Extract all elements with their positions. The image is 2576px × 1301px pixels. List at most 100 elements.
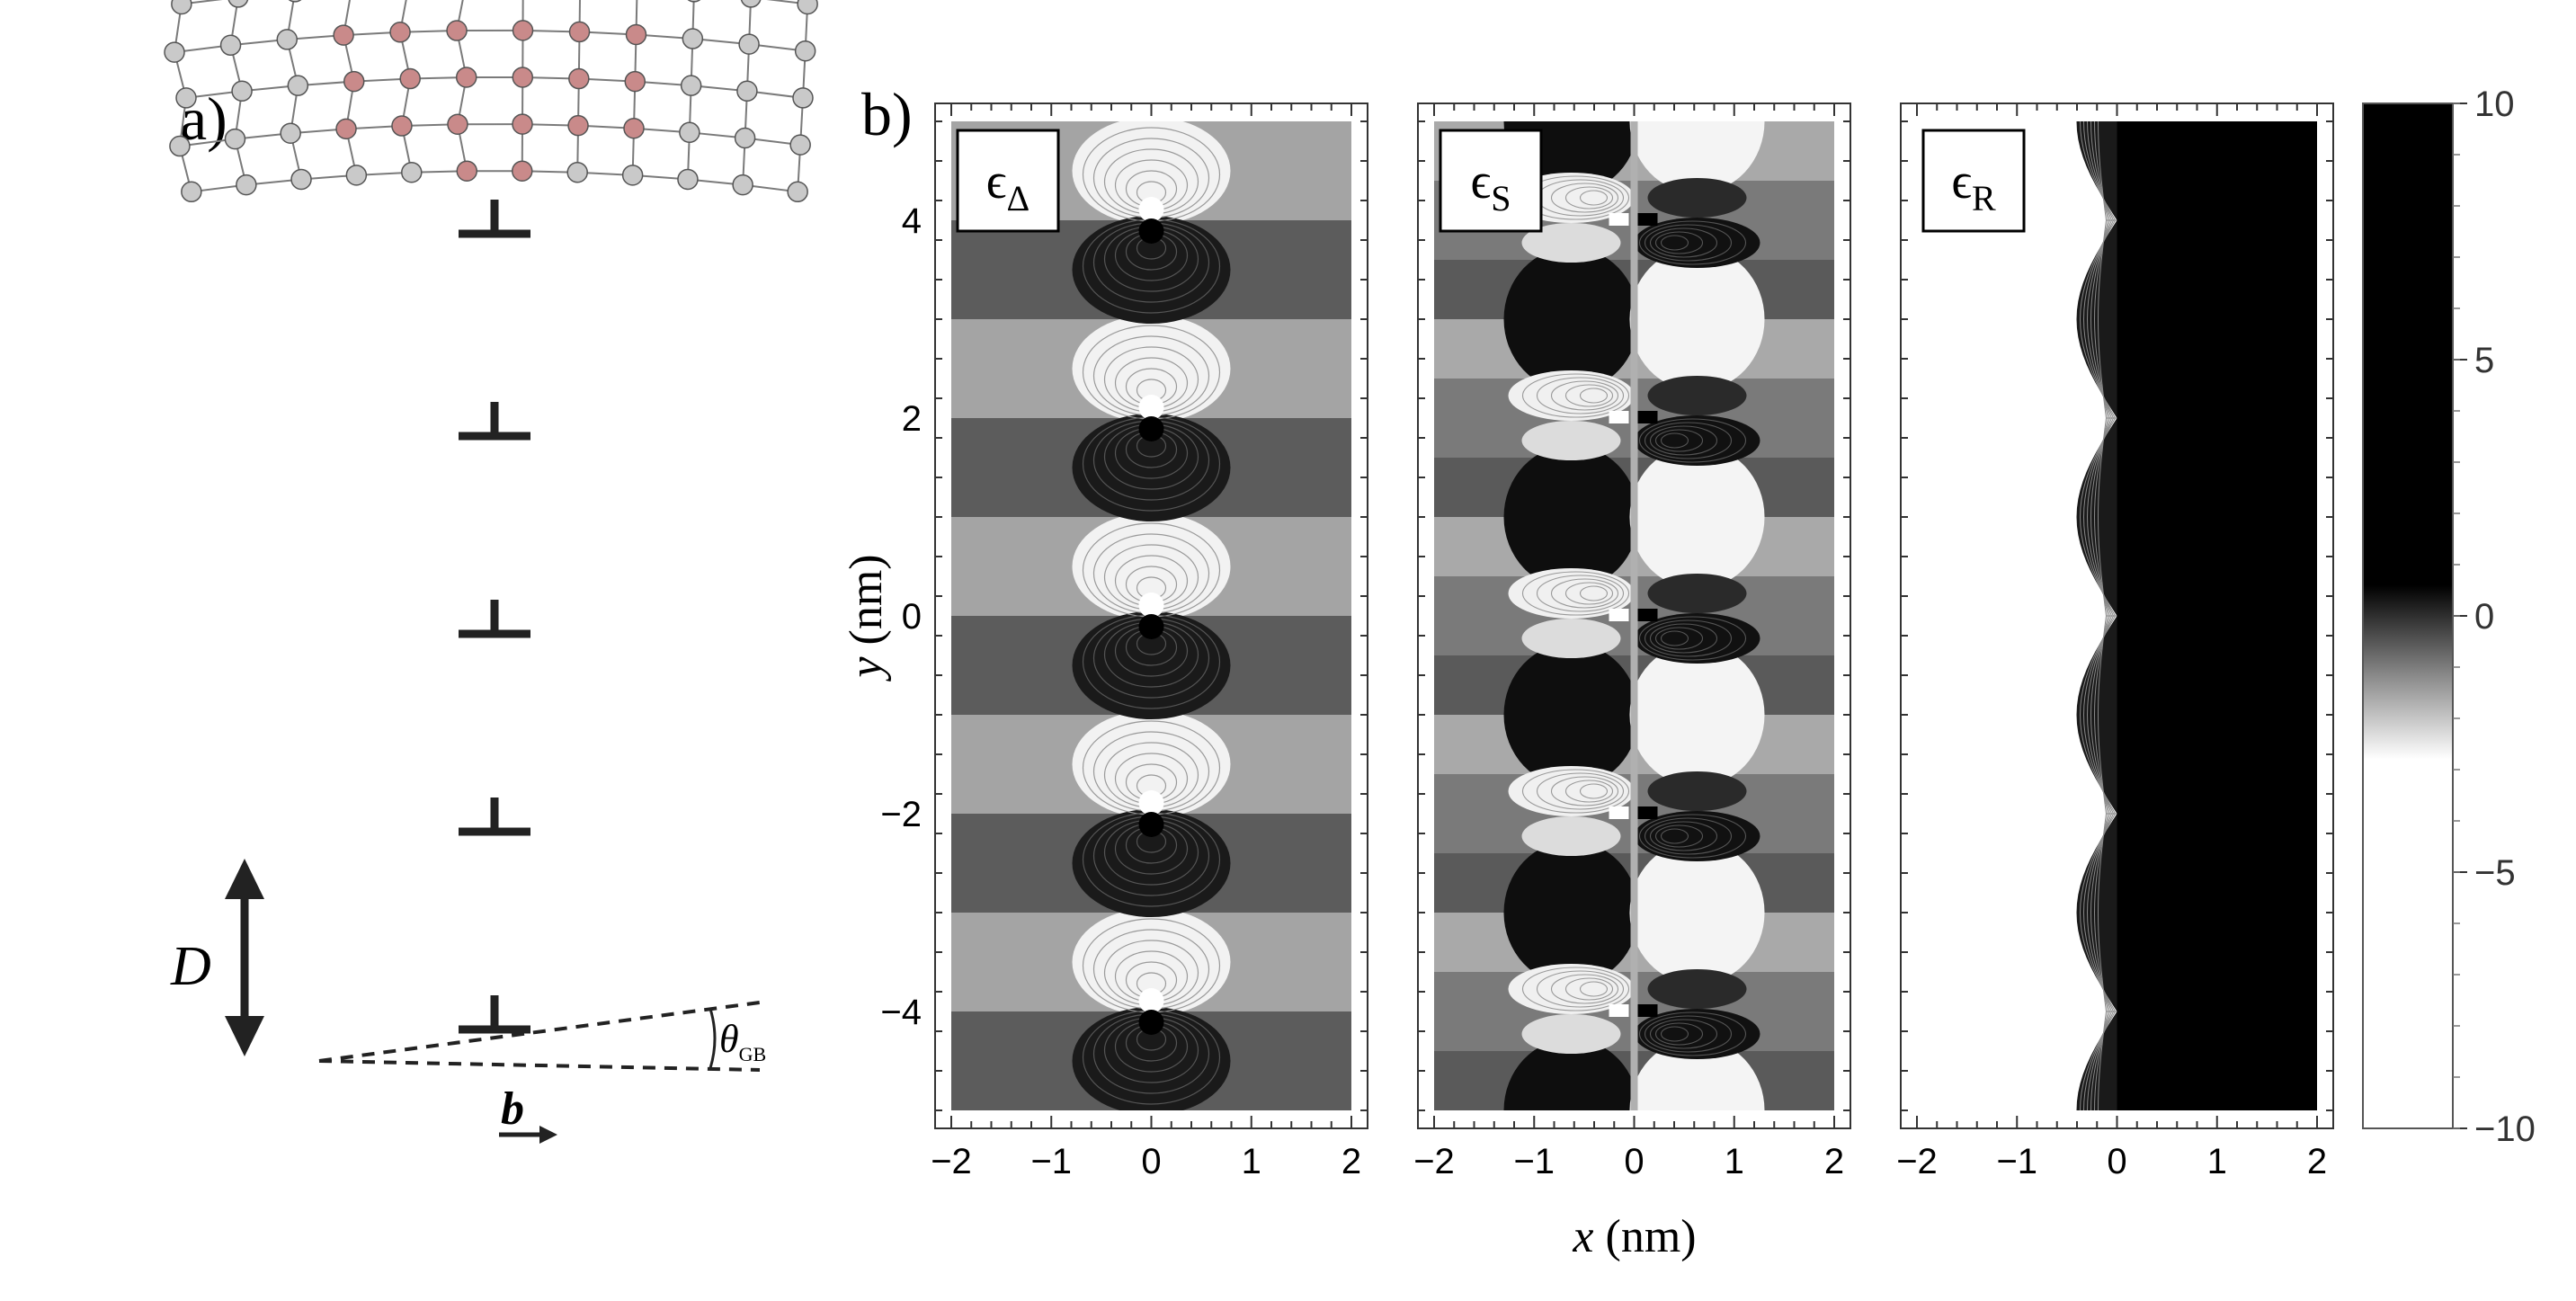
bulk-atom (231, 80, 253, 102)
bulk-atom (224, 128, 246, 150)
colorbar: −10 −5 0 5 10 (2362, 85, 2536, 1149)
y-tick-label: −2 (880, 795, 922, 834)
x-tick-label: 2 (1824, 1142, 1844, 1181)
lobe-dark (1503, 247, 1639, 391)
spacing-arrow (225, 859, 264, 1056)
y-tick-label: 2 (902, 399, 922, 439)
boundary-atom (333, 24, 354, 46)
field-epsilon-delta (951, 121, 1351, 1110)
lobe-light (1629, 841, 1765, 985)
bulk-atom (171, 0, 192, 15)
x-tick-label: 1 (1725, 1142, 1744, 1181)
dislocation-symbol (459, 402, 530, 441)
bulk-atom (621, 165, 644, 186)
plot-epsilon-s: −2 −1 0 1 2 ϵS (1413, 102, 1851, 1181)
colorbar-tick-label: 10 (2474, 85, 2515, 124)
field-epsilon-r (1917, 121, 2317, 1110)
lobe-light (1629, 121, 1765, 193)
boundary-atom (623, 117, 645, 139)
bulk-atom (736, 80, 758, 102)
bulk-atom (677, 168, 699, 191)
bulk-atom (175, 87, 197, 109)
boundary-atom (567, 114, 589, 137)
bulk-atom (682, 28, 704, 49)
x-tick-label: −1 (1030, 1142, 1072, 1181)
boundary-atom (568, 67, 590, 90)
field-label-0: ϵΔ (986, 154, 1030, 218)
dislocation-symbols (459, 200, 530, 1034)
x-tick-label: −1 (1996, 1142, 2037, 1181)
boundary-angle-lines (318, 1001, 761, 1072)
lattice-bonds (174, 0, 809, 193)
boundary-atom (512, 113, 533, 135)
bulk-atom (276, 29, 299, 50)
lobe-light (1629, 643, 1765, 787)
bulk-atom (680, 75, 702, 96)
bulk-atom (566, 161, 588, 183)
x-tick-label: −1 (1513, 1142, 1555, 1181)
lobe-dark (1503, 643, 1639, 787)
bulk-atom (740, 0, 762, 8)
bulk-atom (787, 181, 808, 203)
bulk-atom (227, 0, 249, 8)
ticks-2: −2 −1 0 1 2 (1896, 103, 2333, 1181)
y-tick-label: 4 (902, 201, 922, 241)
x-tick-label: −2 (1413, 1142, 1455, 1181)
field-epsilon-s (1434, 121, 1834, 1110)
boundary-atom (625, 23, 647, 46)
boundary-atom (511, 160, 533, 182)
lobe-dark (1503, 841, 1639, 985)
boundary-atom (512, 20, 534, 41)
angle-label: θGB (719, 1017, 766, 1065)
burgers-vector (499, 1126, 557, 1144)
boundary-atom (446, 20, 468, 41)
bulk-atom (280, 122, 301, 144)
field-label-box-1 (1439, 129, 1543, 233)
bulk-atom (401, 161, 423, 183)
lattice-atoms (164, 0, 818, 203)
panel-a-lattice: a) D b θGB (164, 0, 818, 1144)
boundary-atom (335, 118, 357, 140)
boundary-bulge (2076, 220, 2117, 418)
bulk-atom (794, 40, 816, 62)
colorbar-tick-label: −5 (2474, 853, 2516, 893)
spacing-label: D (170, 936, 211, 997)
colorbar-tick-label: 5 (2474, 341, 2494, 380)
burgers-label: b (501, 1083, 524, 1135)
dislocation-symbol (459, 995, 530, 1034)
boundary-bulge (2076, 418, 2117, 616)
field-label-2: ϵR (1951, 154, 1996, 218)
colorbar-gradient (2362, 102, 2454, 1129)
field-label-box-2 (1921, 129, 2026, 233)
field-label-box-0 (956, 129, 1060, 233)
dislocation-symbol (459, 200, 530, 238)
x-tick-label: 1 (1242, 1142, 1261, 1181)
bulk-atom (734, 127, 756, 149)
lobe-light (1629, 247, 1765, 391)
x-tick-label: 2 (1341, 1142, 1361, 1181)
bulk-atom (288, 0, 302, 3)
bulk-atom (792, 87, 814, 109)
boundary-atom (512, 67, 534, 88)
bulk-atom (732, 174, 753, 196)
x-tick-label: −2 (931, 1142, 972, 1181)
panel-b-letter: b) (861, 80, 913, 148)
y-axis-label: y (nm) (841, 554, 892, 682)
x-axis-label: x (nm) (1572, 1211, 1696, 1262)
x-tick-label: 2 (2307, 1142, 2327, 1181)
y-tick-label: 0 (902, 597, 922, 637)
boundary-atom (624, 70, 646, 93)
bulk-atom (219, 34, 242, 57)
bulk-atom (164, 41, 185, 63)
colorbar-tick-label: −10 (2474, 1109, 2536, 1149)
bulk-atom (169, 135, 191, 157)
dislocation-symbol (459, 600, 530, 638)
boundary-atom (568, 21, 591, 43)
lobe-dark (1503, 1038, 1639, 1110)
bulk-atom (789, 134, 811, 156)
boundary-bulge (2076, 814, 2117, 1011)
bulk-atom (679, 121, 700, 144)
x-tick-label: 1 (2207, 1142, 2227, 1181)
bulk-atom (236, 174, 257, 196)
